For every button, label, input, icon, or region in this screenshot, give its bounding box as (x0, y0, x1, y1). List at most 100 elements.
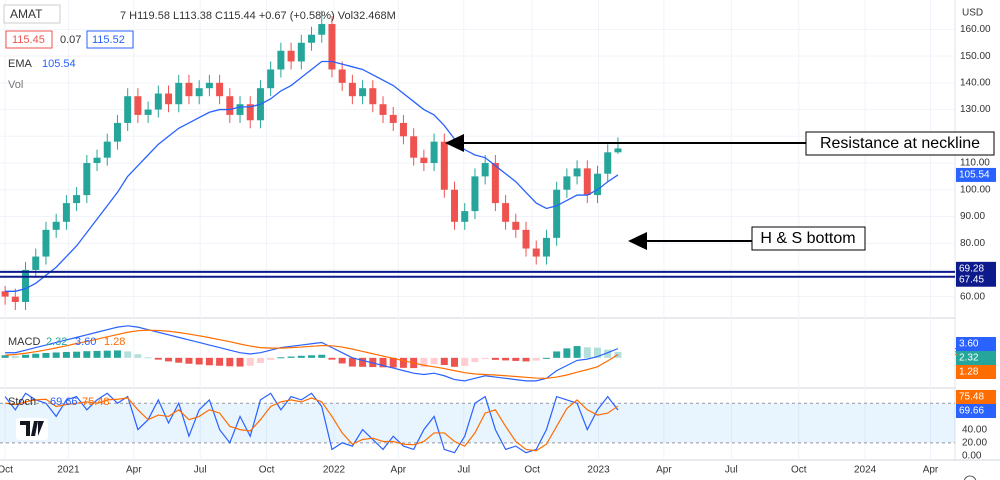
macd-histogram-bar (11, 356, 19, 358)
candle-body (144, 109, 152, 115)
macd-tag: 1.28 (959, 367, 979, 378)
candle-body (553, 189, 561, 238)
ema-value: 105.54 (42, 58, 76, 70)
bid: 115.45 (12, 34, 45, 46)
annotation-box (751, 226, 866, 251)
macd-histogram-bar (399, 357, 407, 368)
macd-histogram-bar (594, 347, 602, 358)
candle-body (246, 104, 254, 121)
macd-tag-bg (956, 365, 996, 379)
candle-body (185, 82, 193, 97)
candle-body (594, 173, 602, 196)
macd-histogram-bar (32, 353, 40, 358)
ohlc: 7 H119.58 L113.38 C115.44 +0.67 (+0.58%)… (120, 10, 396, 22)
macd-tag-bg (956, 337, 996, 351)
macd-histogram-bar (573, 346, 581, 358)
logo (16, 418, 48, 440)
settings-icon[interactable] (963, 475, 977, 480)
candle-body (62, 203, 70, 222)
candle-body (277, 50, 285, 70)
x-tick-label: Jul (194, 465, 207, 476)
candle-body (359, 88, 367, 97)
bid-box (5, 30, 53, 49)
symbol-box[interactable] (3, 4, 61, 24)
macd-histogram-bar (328, 357, 336, 360)
macd-tag: 3.60 (959, 339, 979, 350)
macd-histogram-bar (73, 351, 81, 358)
y-tick-label: 100.00 (960, 184, 991, 195)
macd-histogram-bar (481, 357, 489, 360)
level-tag: 69.28 (959, 263, 984, 274)
macd-histogram-bar (216, 357, 224, 366)
logo-mark (20, 421, 44, 436)
candle-body (491, 163, 499, 204)
stoch-k-value: 69.66 (50, 396, 78, 408)
macd-histogram-bar (563, 348, 571, 358)
macd-histogram-bar (277, 357, 285, 359)
currency: USD (962, 8, 983, 19)
macd-histogram-bar (379, 357, 387, 368)
candle-body (348, 82, 356, 97)
x-tick-label: 2023 (587, 465, 610, 476)
macd-hist-value: 2.32 (46, 336, 67, 348)
macd-histogram-bar (62, 351, 70, 358)
macd-value: 3.60 (75, 336, 96, 348)
macd-histogram-bar (256, 357, 264, 363)
macd-histogram-bar (522, 357, 530, 362)
stoch-title: Stoch (8, 396, 36, 408)
macd-tag-bg (956, 351, 996, 365)
macd-line (5, 325, 619, 382)
candle-body (399, 122, 407, 137)
macd-histogram-bar (430, 357, 438, 365)
candle-body (318, 24, 326, 35)
macd-histogram-bar (542, 357, 550, 359)
stoch-d-tag-bg (956, 390, 996, 404)
candle-body (124, 96, 132, 123)
y-tick-label: 80.00 (960, 238, 985, 249)
macd-histogram-bar (471, 357, 479, 363)
candle-body (287, 50, 295, 62)
candle-body (113, 122, 121, 142)
macd-title: MACD (8, 336, 40, 348)
x-tick-label: Apr (391, 465, 407, 476)
stoch-band (0, 403, 955, 443)
macd-histogram-bar (1, 355, 9, 358)
vol-label: Vol (8, 79, 23, 91)
macd-histogram-bar (318, 354, 326, 358)
candle-body (73, 195, 81, 204)
macd-histogram-bar (246, 357, 254, 366)
macd-histogram-bar (338, 357, 346, 364)
macd-histogram-bar (389, 357, 397, 368)
y-tick-label: 150.00 (960, 51, 991, 62)
candle-body (583, 168, 591, 196)
y-tick-label: 20.00 (962, 437, 987, 448)
macd-histogram-bar (165, 357, 173, 362)
macd-histogram-bar (420, 357, 428, 368)
candle-body (338, 69, 346, 83)
macd-histogram-bar (553, 351, 561, 358)
candle-body (369, 88, 377, 105)
stoch-d-value: 75.48 (82, 396, 110, 408)
macd-histogram-bar (461, 357, 469, 367)
candle-body (512, 221, 520, 230)
macd-histogram-bar (52, 352, 60, 358)
ema-line (5, 60, 619, 292)
candle-body (573, 168, 581, 177)
macd-tag: 2.32 (959, 353, 979, 364)
candle-body (22, 269, 30, 302)
candle-body (604, 152, 612, 174)
candle-body (297, 42, 305, 62)
macd-histogram-bar (491, 357, 499, 360)
candle-body (1, 291, 9, 297)
macd-histogram-bar (93, 350, 101, 358)
x-tick-label: Apr (126, 465, 142, 476)
candle-body (522, 229, 530, 249)
macd-signal-value: 1.28 (104, 336, 125, 348)
annotation-1: Resistance at neckline (445, 131, 995, 156)
macd-histogram-bar (124, 351, 132, 358)
stoch-k-tag-bg (956, 404, 996, 418)
macd-histogram-bar (205, 357, 213, 366)
y-tick-label: 160.00 (960, 24, 991, 35)
x-tick-label: Oct (259, 465, 275, 476)
